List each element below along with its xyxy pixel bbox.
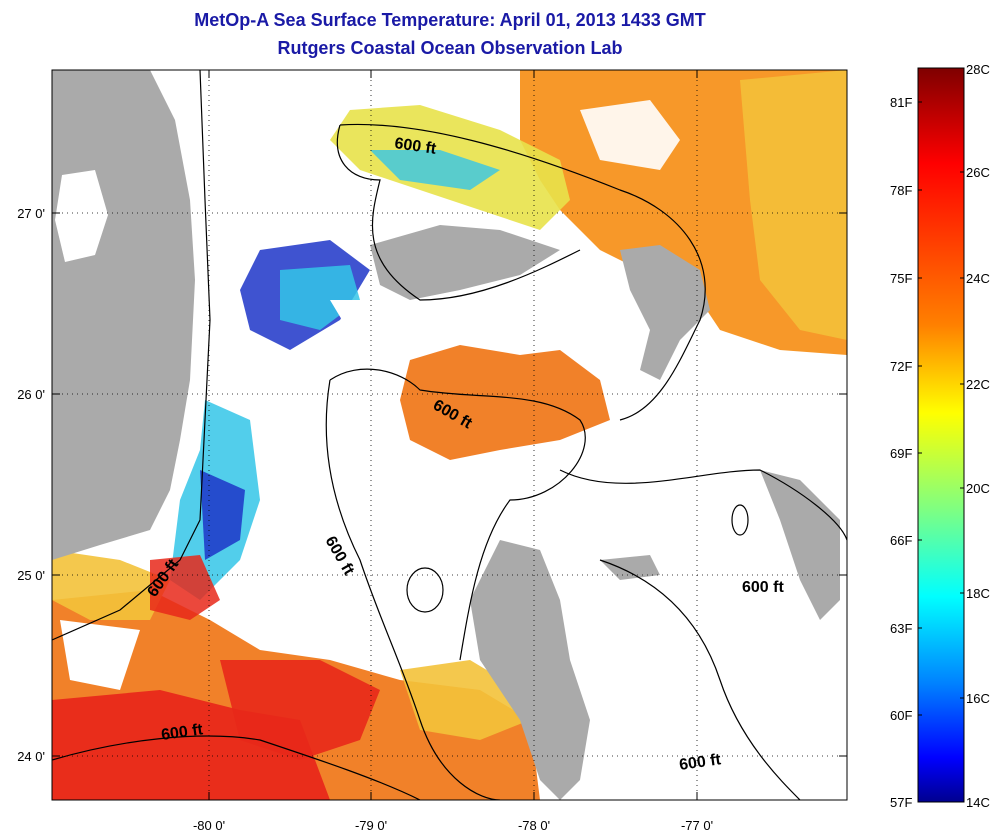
- colorbar-label-f: 72F: [890, 359, 913, 374]
- contour-lbb-north: [339, 123, 706, 421]
- sst-patch-lbb-cool: [370, 150, 500, 190]
- x-tick-label: -80 0': [193, 818, 225, 833]
- cloud-gap-ne: [580, 100, 680, 170]
- colorbar-label-f: 69F: [890, 446, 913, 461]
- x-tick-label: -78 0': [518, 818, 550, 833]
- sst-data-layer: [52, 70, 847, 800]
- eleuthera-land: [760, 470, 840, 620]
- plot-frame: [51, 69, 848, 801]
- berry-islands-land: [600, 555, 660, 580]
- colorbar-label-f: 75F: [890, 271, 913, 286]
- land-layer: [52, 70, 840, 800]
- contour-label-6: 600 ft: [742, 579, 784, 596]
- sst-patch-sw-yellow: [52, 550, 170, 620]
- colorbar-label-c: 16C: [966, 691, 990, 706]
- isobath-contours: [52, 70, 847, 800]
- contour-lbb-south: [336, 124, 581, 301]
- colorbar-label-f: 66F: [890, 533, 913, 548]
- y-tick-label: 27 0': [17, 206, 45, 221]
- contour-label-1: 600 ft: [393, 135, 437, 158]
- colorbar: [917, 67, 965, 803]
- colorbar-label-c: 20C: [966, 481, 990, 496]
- plot-area: 600 ft 600 ft 600 ft 600 ft 600 ft 600 f…: [52, 70, 847, 800]
- contour-ring: [406, 567, 444, 613]
- sst-patch-south-warm2: [220, 660, 380, 760]
- colorbar-ticks: [918, 101, 964, 716]
- contour-south: [52, 735, 421, 800]
- grid-lines: [52, 70, 847, 800]
- colorbar-label-c: 18C: [966, 586, 990, 601]
- y-tick-label: 25 0': [17, 568, 45, 583]
- grand-bahama-land: [370, 225, 560, 300]
- map-subtitle: Rutgers Coastal Ocean Observation Lab: [277, 38, 623, 58]
- colorbar-label-c: 22C: [966, 377, 990, 392]
- map-title: MetOp-A Sea Surface Temperature: April 0…: [194, 10, 706, 30]
- sst-patch-ne-yellow: [740, 70, 847, 340]
- contour-exuma-south: [599, 559, 801, 800]
- cloud-gap-sw: [60, 620, 140, 690]
- contour-ring-2: [731, 504, 749, 536]
- colorbar-label-c: 14C: [966, 795, 990, 810]
- y-tick-label: 26 0': [17, 387, 45, 402]
- sst-patch-sw-red: [150, 555, 220, 620]
- colorbar-label-c: 24C: [966, 271, 990, 286]
- colorbar-label-f: 60F: [890, 708, 913, 723]
- contour-label-7: 600 ft: [678, 751, 722, 774]
- tick-marks: [52, 70, 847, 800]
- cloud-gap-mid: [330, 300, 420, 350]
- x-tick-label: -77 0': [681, 818, 713, 833]
- y-tick-label: 24 0': [17, 749, 45, 764]
- colorbar-label-f: 81F: [890, 95, 913, 110]
- colorbar-label-c: 26C: [966, 165, 990, 180]
- sst-patch-central: [400, 345, 610, 460]
- contour-tongue-east: [325, 379, 501, 800]
- contour-label-5: 600 ft: [160, 721, 204, 744]
- contour-tongue-west: [329, 368, 586, 661]
- contour-exuma-north: [559, 469, 847, 541]
- colorbar-label-f: 57F: [890, 795, 913, 810]
- sst-patch-cold-strait: [200, 470, 245, 560]
- x-tick-label: -79 0': [355, 818, 387, 833]
- lake-okeechobee: [55, 170, 108, 262]
- colorbar-label-f: 78F: [890, 183, 913, 198]
- abaco-land: [620, 245, 710, 380]
- contour-florida-shelf: [52, 70, 211, 641]
- andros-land: [470, 540, 590, 800]
- colorbar-label-c: 28C: [966, 62, 990, 77]
- colorbar-label-f: 63F: [890, 621, 913, 636]
